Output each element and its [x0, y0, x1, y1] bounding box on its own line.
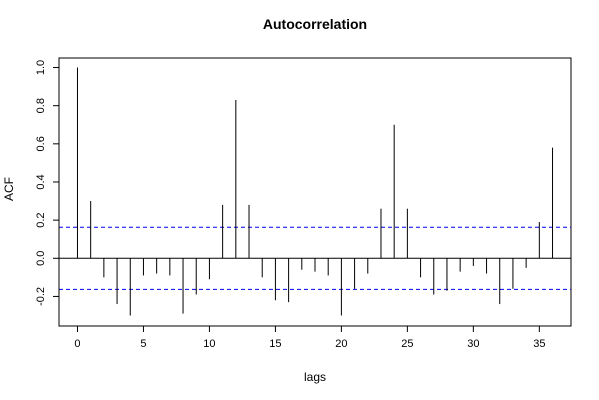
x-tick-label: 15 — [269, 338, 281, 350]
y-axis-label: ACF — [2, 177, 16, 201]
y-tick-label: 0.8 — [35, 98, 47, 113]
chart-title: Autocorrelation — [263, 16, 367, 32]
x-tick-label: 5 — [140, 338, 146, 350]
y-axis: -0.2 0.0 0.2 0.4 0.6 0.8 1.0 — [35, 60, 60, 306]
y-tick-label: 0.4 — [35, 174, 47, 189]
x-axis: 0 5 10 15 20 25 30 35 — [74, 325, 545, 350]
x-axis-label: lags — [304, 370, 326, 384]
x-tick-label: 10 — [203, 338, 215, 350]
x-tick-label: 35 — [533, 338, 545, 350]
y-tick-label: -0.2 — [35, 287, 47, 306]
plot-area — [58, 57, 572, 327]
x-tick-label: 20 — [335, 338, 347, 350]
y-tick-label: 0.6 — [35, 136, 47, 151]
x-tick-label: 0 — [74, 338, 80, 350]
y-tick-label: 0.0 — [35, 251, 47, 266]
acf-bars — [76, 67, 554, 316]
y-tick-label: 1.0 — [35, 60, 47, 75]
y-tick-label: 0.2 — [35, 212, 47, 227]
confidence-bounds — [59, 226, 571, 290]
x-tick-label: 30 — [467, 338, 479, 350]
x-tick-label: 25 — [401, 338, 413, 350]
